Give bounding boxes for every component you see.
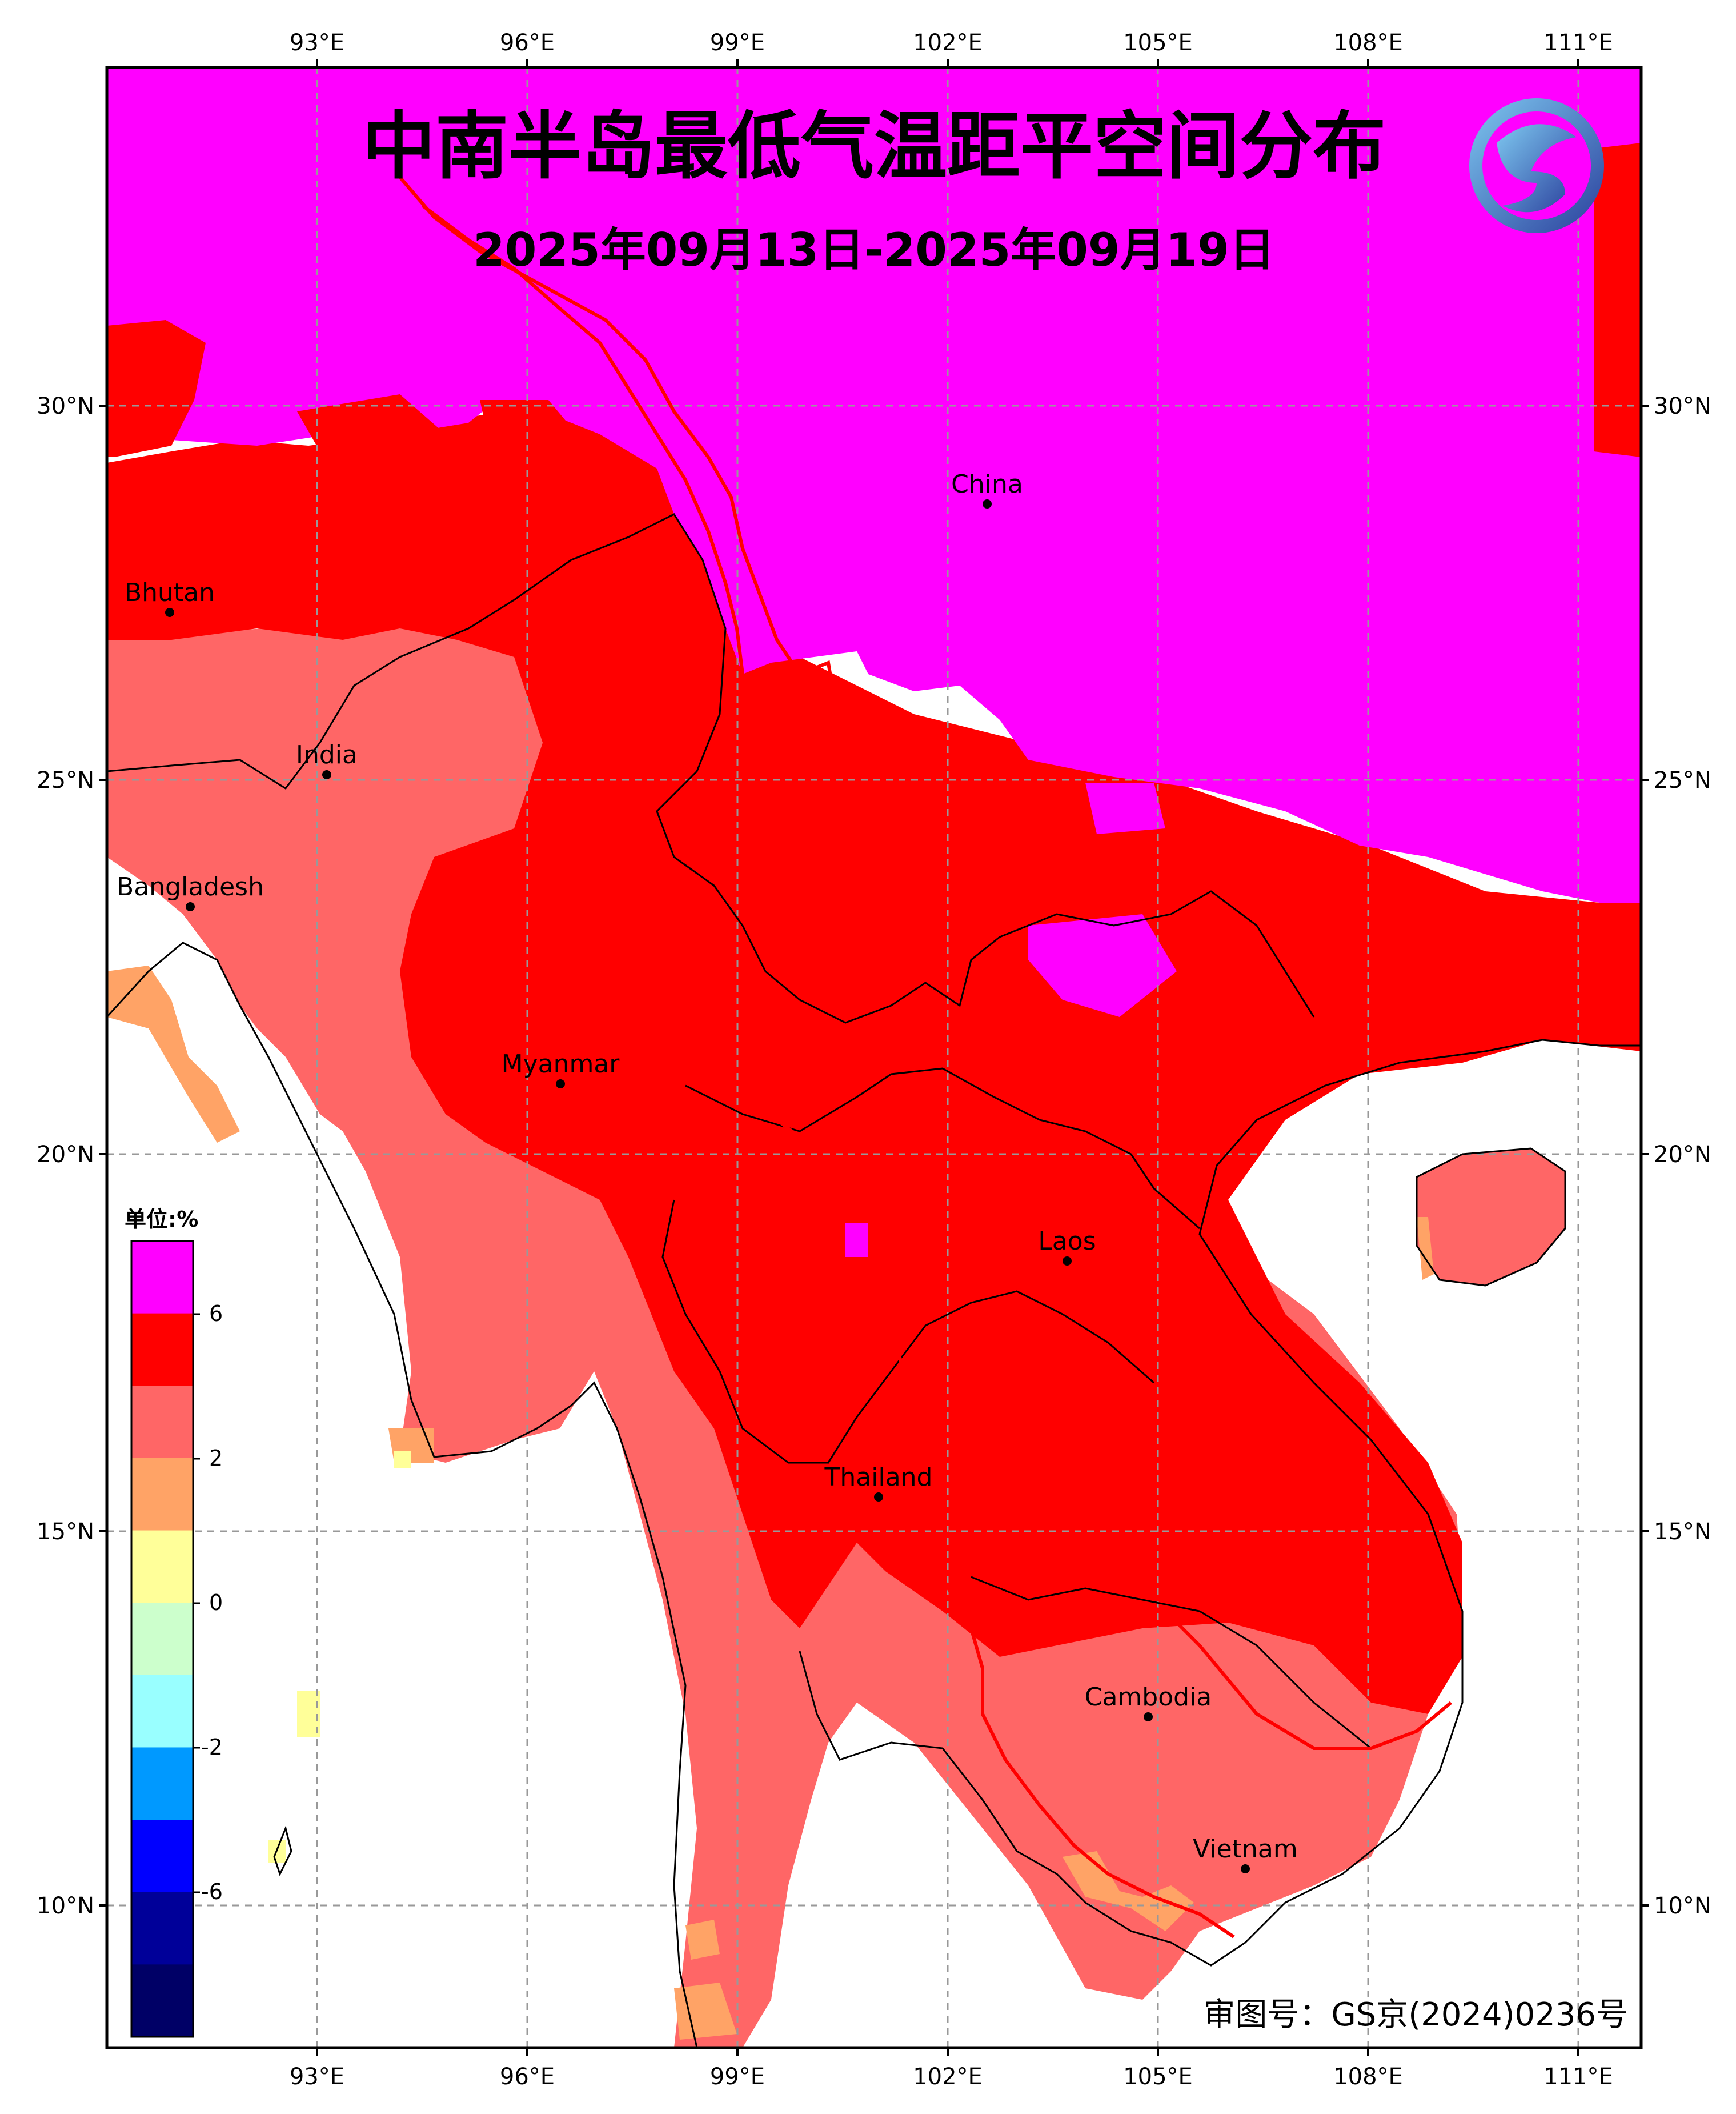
lon-label: 108°E xyxy=(1333,30,1403,56)
lon-label: 102°E xyxy=(913,2064,983,2090)
country-label-india: India xyxy=(296,740,358,770)
lon-labels-bottom: 93°E 96°E 99°E 102°E 105°E 108°E 111°E xyxy=(290,2064,1613,2090)
lon-label: 93°E xyxy=(290,2064,344,2090)
agency-logo xyxy=(1469,98,1604,233)
colorbar-swatch xyxy=(131,1241,193,1314)
lon-label: 96°E xyxy=(500,2064,555,2090)
lat-label: 20°N xyxy=(1654,1142,1711,1168)
country-label-china: China xyxy=(951,470,1023,499)
land-magenta-region xyxy=(107,67,1641,903)
lat-label: 30°N xyxy=(37,393,94,419)
country-label-cambodia: Cambodia xyxy=(1085,1683,1212,1712)
country-label-thailand: Thailand xyxy=(824,1463,933,1492)
lon-label: 105°E xyxy=(1123,30,1193,56)
colorbar-swatch xyxy=(131,1675,193,1748)
lat-label: 10°N xyxy=(37,1893,94,1919)
colorbar-swatch xyxy=(131,1892,193,1965)
country-label-bhutan: Bhutan xyxy=(125,578,215,607)
lon-label: 96°E xyxy=(500,30,555,56)
colorbar-swatch xyxy=(131,1964,193,2037)
colorbar-swatch xyxy=(131,1820,193,1893)
lon-label: 93°E xyxy=(290,30,344,56)
lat-label: 15°N xyxy=(37,1519,94,1545)
country-label-bangladesh: Bangladesh xyxy=(117,872,264,902)
legend-tick: 6 xyxy=(209,1301,223,1326)
lat-label: 15°N xyxy=(1654,1519,1711,1545)
colorbar-swatch xyxy=(131,1603,193,1676)
lon-labels-top: 93°E 96°E 99°E 102°E 105°E 108°E 111°E xyxy=(290,30,1613,56)
graticule xyxy=(107,67,1641,2048)
national-boundary xyxy=(398,176,1452,1939)
lat-label: 30°N xyxy=(1654,393,1711,419)
map-subtitle: 2025年09月13日-2025年09月19日 xyxy=(473,223,1275,277)
colorbar-swatches xyxy=(131,1241,193,2037)
colorbar-swatch xyxy=(131,1458,193,1531)
lon-label: 99°E xyxy=(710,30,765,56)
legend-tick: 0 xyxy=(209,1590,223,1615)
lat-label: 25°N xyxy=(37,767,94,794)
colorbar-swatch xyxy=(131,1386,193,1459)
lat-label: 10°N xyxy=(1654,1893,1711,1919)
colorbar-swatch xyxy=(131,1313,193,1386)
colorbar: 单位:% 6 2 0 -2 -6 xyxy=(125,1207,223,2038)
country-label-laos: Laos xyxy=(1038,1227,1096,1256)
lat-labels-left: 30°N 25°N 20°N 15°N 10°N xyxy=(37,393,94,1919)
legend-tick: -6 xyxy=(201,1879,223,1904)
legend-unit: 单位:% xyxy=(125,1207,198,1232)
colorbar-swatch xyxy=(131,1747,193,1820)
colorbar-swatch xyxy=(131,1530,193,1603)
map-field xyxy=(107,67,1641,2048)
lat-label: 20°N xyxy=(37,1142,94,1168)
map-title: 中南半岛最低气温距平空间分布 xyxy=(362,104,1386,189)
lon-label: 102°E xyxy=(913,30,983,56)
lat-labels-right: 30°N 25°N 20°N 15°N 10°N xyxy=(1654,393,1711,1919)
approval-number: 审图号：GS京(2024)0236号 xyxy=(1203,1996,1628,2033)
lon-label: 99°E xyxy=(710,2064,765,2090)
lon-label: 111°E xyxy=(1543,2064,1613,2090)
lon-label: 105°E xyxy=(1123,2064,1193,2090)
land-red-region xyxy=(107,400,1641,1714)
lat-label: 25°N xyxy=(1654,767,1711,794)
lon-label: 108°E xyxy=(1333,2064,1403,2090)
country-label-myanmar: Myanmar xyxy=(502,1050,620,1079)
hainan-island xyxy=(1417,1148,1565,1286)
legend-tick: -2 xyxy=(201,1735,223,1760)
country-markers: China Bhutan India Bangladesh Myanmar La… xyxy=(117,470,1298,1873)
lon-label: 111°E xyxy=(1543,30,1613,56)
legend-tick: 2 xyxy=(209,1446,223,1471)
country-label-vietnam: Vietnam xyxy=(1193,1835,1297,1864)
